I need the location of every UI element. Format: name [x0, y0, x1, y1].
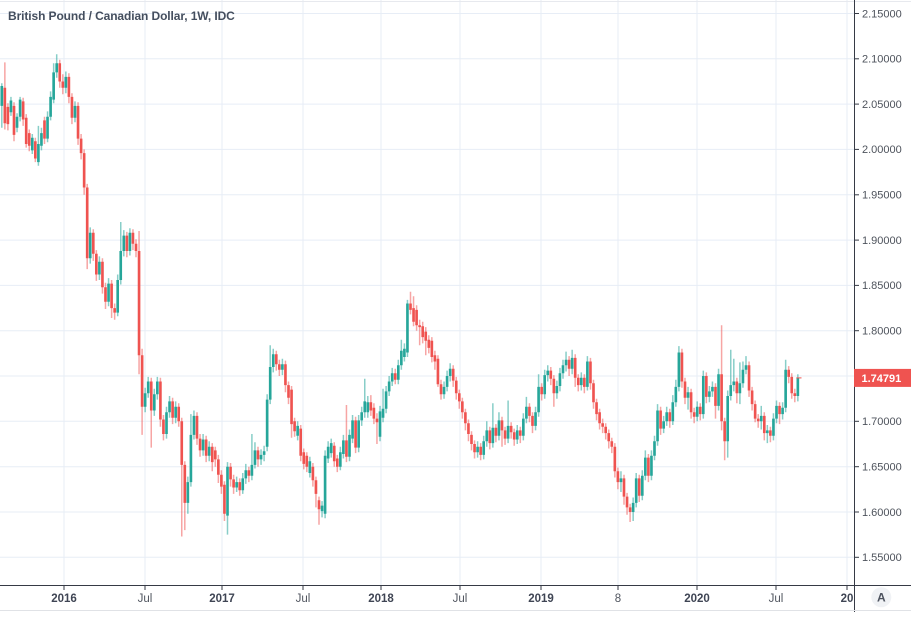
svg-text:1.65000: 1.65000	[862, 462, 902, 474]
svg-text:1.70000: 1.70000	[862, 416, 902, 428]
svg-text:2016: 2016	[51, 593, 77, 605]
svg-text:2018: 2018	[368, 593, 394, 605]
svg-text:2.15000: 2.15000	[862, 8, 902, 20]
svg-text:Jul: Jul	[453, 593, 468, 605]
svg-text:Jul: Jul	[138, 593, 153, 605]
svg-text:1.95000: 1.95000	[862, 190, 902, 202]
svg-text:1.85000: 1.85000	[862, 280, 902, 292]
svg-text:2017: 2017	[209, 593, 235, 605]
svg-text:1.80000: 1.80000	[862, 326, 902, 338]
svg-text:20: 20	[841, 593, 854, 605]
svg-text:2.00000: 2.00000	[862, 144, 902, 156]
svg-text:A: A	[877, 591, 886, 605]
svg-text:1.90000: 1.90000	[862, 235, 902, 247]
svg-text:1.60000: 1.60000	[862, 507, 902, 519]
svg-text:2020: 2020	[684, 593, 710, 605]
svg-text:1.74791: 1.74791	[862, 373, 902, 385]
svg-text:2019: 2019	[528, 593, 554, 605]
svg-text:British Pound / Canadian Dolla: British Pound / Canadian Dollar, 1W, IDC	[8, 9, 235, 23]
svg-text:2.10000: 2.10000	[862, 54, 902, 66]
svg-text:Jul: Jul	[296, 593, 311, 605]
svg-text:Jul: Jul	[769, 593, 784, 605]
svg-text:1.55000: 1.55000	[862, 552, 902, 564]
svg-text:8: 8	[615, 593, 621, 605]
svg-text:2.05000: 2.05000	[862, 99, 902, 111]
